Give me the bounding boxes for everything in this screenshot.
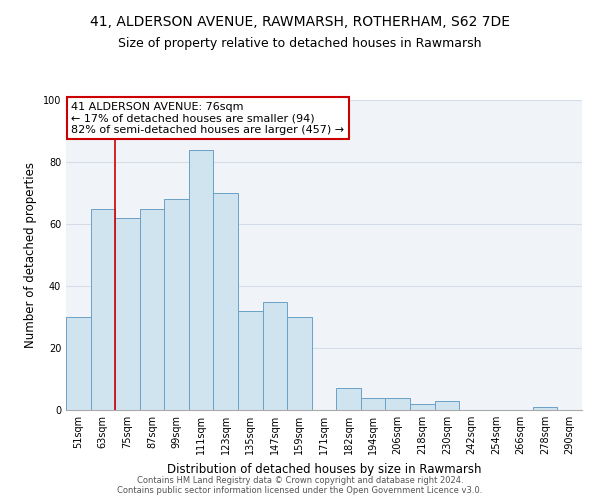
Text: Size of property relative to detached houses in Rawmarsh: Size of property relative to detached ho… <box>118 38 482 51</box>
Bar <box>385 398 410 410</box>
Text: Contains public sector information licensed under the Open Government Licence v3: Contains public sector information licen… <box>118 486 482 495</box>
Text: 41 ALDERSON AVENUE: 76sqm
← 17% of detached houses are smaller (94)
82% of semi-: 41 ALDERSON AVENUE: 76sqm ← 17% of detac… <box>71 102 344 134</box>
Bar <box>263 302 287 410</box>
Bar <box>336 388 361 410</box>
Bar <box>238 311 263 410</box>
Bar <box>287 317 312 410</box>
Bar <box>410 404 434 410</box>
Bar <box>140 208 164 410</box>
Bar <box>189 150 214 410</box>
Bar <box>434 400 459 410</box>
Text: Contains HM Land Registry data © Crown copyright and database right 2024.: Contains HM Land Registry data © Crown c… <box>137 476 463 485</box>
Bar <box>533 407 557 410</box>
Y-axis label: Number of detached properties: Number of detached properties <box>24 162 37 348</box>
Bar <box>66 317 91 410</box>
Bar <box>361 398 385 410</box>
Bar <box>91 208 115 410</box>
Bar <box>164 199 189 410</box>
X-axis label: Distribution of detached houses by size in Rawmarsh: Distribution of detached houses by size … <box>167 462 481 475</box>
Bar <box>115 218 140 410</box>
Text: 41, ALDERSON AVENUE, RAWMARSH, ROTHERHAM, S62 7DE: 41, ALDERSON AVENUE, RAWMARSH, ROTHERHAM… <box>90 15 510 29</box>
Bar <box>214 193 238 410</box>
